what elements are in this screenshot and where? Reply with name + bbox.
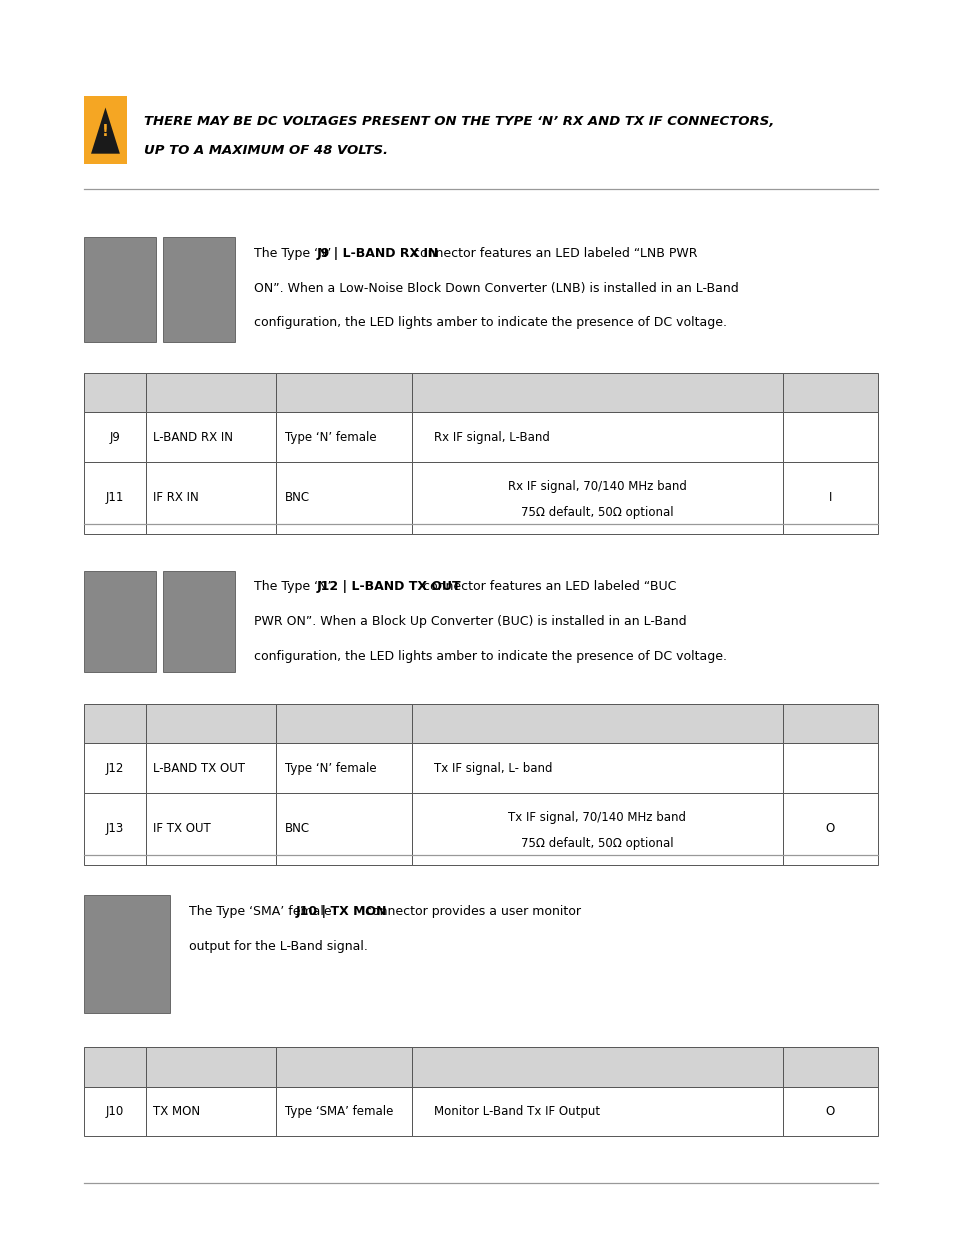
Text: BNC: BNC: [284, 492, 310, 504]
Bar: [411, 1087, 782, 1136]
Text: Type ‘N’ female: Type ‘N’ female: [284, 431, 375, 443]
Text: Tx IF signal, 70/140 MHz band: Tx IF signal, 70/140 MHz band: [508, 811, 685, 825]
Text: Rx IF signal, 70/140 MHz band: Rx IF signal, 70/140 MHz band: [507, 480, 686, 494]
Bar: [782, 743, 877, 793]
Text: J11: J11: [106, 492, 124, 504]
Text: configuration, the LED lights amber to indicate the presence of DC voltage.: configuration, the LED lights amber to i…: [253, 316, 726, 330]
Text: J10 | TX MON: J10 | TX MON: [295, 905, 387, 919]
Text: Tx IF signal, L- band: Tx IF signal, L- band: [434, 762, 552, 774]
Bar: [146, 743, 276, 793]
Bar: [84, 237, 155, 342]
Text: TX MON: TX MON: [153, 1105, 200, 1118]
Text: IF RX IN: IF RX IN: [153, 492, 199, 504]
Text: 75Ω default, 50Ω optional: 75Ω default, 50Ω optional: [520, 836, 673, 850]
Text: !: !: [102, 125, 109, 140]
Text: O: O: [825, 823, 834, 835]
Bar: [146, 373, 276, 412]
Bar: [146, 704, 276, 743]
Text: J12: J12: [106, 762, 124, 774]
Text: UP TO A MAXIMUM OF 48 VOLTS.: UP TO A MAXIMUM OF 48 VOLTS.: [144, 143, 388, 157]
Bar: [84, 895, 170, 1013]
Bar: [411, 462, 782, 534]
Text: Monitor L-Band Tx IF Output: Monitor L-Band Tx IF Output: [434, 1105, 599, 1118]
Bar: [84, 1087, 146, 1136]
Text: connector features an LED labeled “BUC: connector features an LED labeled “BUC: [419, 580, 676, 594]
Bar: [276, 1087, 411, 1136]
Bar: [276, 462, 411, 534]
Text: J13: J13: [106, 823, 124, 835]
Bar: [146, 462, 276, 534]
Bar: [782, 793, 877, 864]
Bar: [146, 793, 276, 864]
Text: connector features an LED labeled “LNB PWR: connector features an LED labeled “LNB P…: [408, 247, 697, 261]
Bar: [782, 373, 877, 412]
Text: THERE MAY BE DC VOLTAGES PRESENT ON THE TYPE ‘N’ RX AND TX IF CONNECTORS,: THERE MAY BE DC VOLTAGES PRESENT ON THE …: [144, 115, 774, 128]
Bar: [84, 96, 127, 164]
Bar: [276, 412, 411, 462]
Text: J12 | L-BAND TX OUT: J12 | L-BAND TX OUT: [316, 580, 461, 594]
Bar: [146, 1087, 276, 1136]
Text: L-BAND RX IN: L-BAND RX IN: [153, 431, 233, 443]
Bar: [411, 793, 782, 864]
Bar: [84, 743, 146, 793]
Bar: [146, 412, 276, 462]
Bar: [84, 704, 146, 743]
Bar: [411, 704, 782, 743]
Text: Type ‘SMA’ female: Type ‘SMA’ female: [284, 1105, 393, 1118]
Bar: [276, 373, 411, 412]
Bar: [782, 412, 877, 462]
Polygon shape: [91, 107, 120, 153]
Text: The Type ‘N’: The Type ‘N’: [253, 580, 335, 594]
Bar: [411, 1047, 782, 1087]
Bar: [411, 743, 782, 793]
Text: I: I: [828, 492, 831, 504]
Bar: [84, 462, 146, 534]
Text: O: O: [825, 1105, 834, 1118]
Text: The Type ‘N’: The Type ‘N’: [253, 247, 335, 261]
Text: J10: J10: [106, 1105, 124, 1118]
Bar: [84, 373, 146, 412]
Bar: [84, 571, 155, 672]
Bar: [276, 793, 411, 864]
Text: Type ‘N’ female: Type ‘N’ female: [284, 762, 375, 774]
Bar: [84, 1047, 146, 1087]
Text: The Type ‘SMA’ female: The Type ‘SMA’ female: [189, 905, 335, 919]
Bar: [84, 793, 146, 864]
Bar: [276, 704, 411, 743]
Bar: [163, 571, 234, 672]
Bar: [146, 1047, 276, 1087]
Bar: [411, 412, 782, 462]
Bar: [276, 1047, 411, 1087]
Text: J9 | L-BAND RX IN: J9 | L-BAND RX IN: [316, 247, 439, 261]
Bar: [411, 373, 782, 412]
Bar: [84, 412, 146, 462]
Text: PWR ON”. When a Block Up Converter (BUC) is installed in an L-Band: PWR ON”. When a Block Up Converter (BUC)…: [253, 615, 685, 629]
Bar: [276, 743, 411, 793]
Bar: [782, 704, 877, 743]
Text: 75Ω default, 50Ω optional: 75Ω default, 50Ω optional: [520, 505, 673, 519]
Bar: [782, 1047, 877, 1087]
Text: Rx IF signal, L-Band: Rx IF signal, L-Band: [434, 431, 549, 443]
Text: IF TX OUT: IF TX OUT: [153, 823, 211, 835]
Bar: [782, 462, 877, 534]
Text: J9: J9: [110, 431, 120, 443]
Text: L-BAND TX OUT: L-BAND TX OUT: [153, 762, 245, 774]
Text: BNC: BNC: [284, 823, 310, 835]
Text: configuration, the LED lights amber to indicate the presence of DC voltage.: configuration, the LED lights amber to i…: [253, 650, 726, 663]
Bar: [782, 1087, 877, 1136]
Text: connector provides a user monitor: connector provides a user monitor: [360, 905, 580, 919]
Text: output for the L-Band signal.: output for the L-Band signal.: [189, 940, 367, 953]
Text: ON”. When a Low-Noise Block Down Converter (LNB) is installed in an L-Band: ON”. When a Low-Noise Block Down Convert…: [253, 282, 738, 295]
Bar: [163, 237, 234, 342]
